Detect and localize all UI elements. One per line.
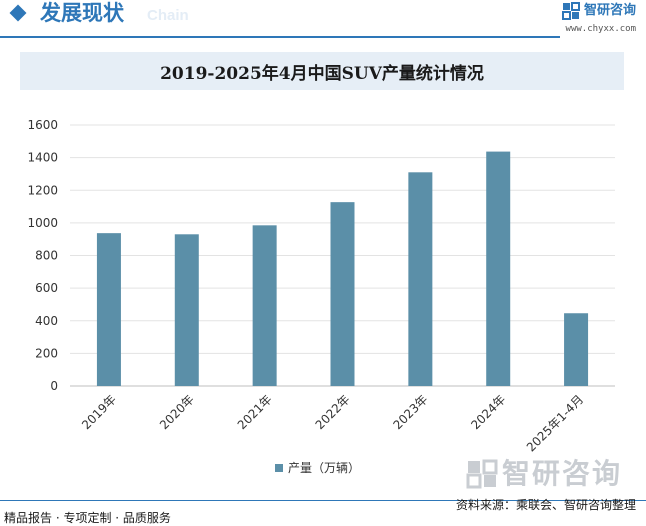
brand: 智研咨询 www.chyxx.com bbox=[561, 2, 636, 34]
section-header: 发展现状 Chain 智研咨询 www.chyxx.com bbox=[0, 0, 646, 42]
bar bbox=[486, 151, 511, 386]
y-tick-label: 600 bbox=[35, 281, 58, 295]
brand-name: 智研咨询 bbox=[583, 3, 636, 18]
bars bbox=[96, 151, 589, 386]
chart-title: 2019-2025年4月中国SUV产量统计情况 bbox=[160, 63, 484, 84]
y-tick-label: 800 bbox=[35, 249, 58, 263]
chart-title-box: 2019-2025年4月中国SUV产量统计情况 bbox=[20, 52, 624, 90]
x-tick-label: 2020年 bbox=[157, 392, 197, 432]
y-tick-label: 1200 bbox=[27, 183, 58, 197]
y-tick-label: 200 bbox=[35, 346, 58, 360]
x-tick-label: 2021年 bbox=[235, 392, 275, 432]
legend-swatch bbox=[275, 463, 283, 472]
legend-label: 产量（万辆） bbox=[288, 461, 361, 475]
source-note: 资料来源：乘联会、智研咨询整理 bbox=[455, 498, 636, 512]
section-subtitle: Chain bbox=[147, 7, 189, 24]
x-tick-label: 2024年 bbox=[468, 392, 508, 432]
bar bbox=[564, 313, 589, 386]
x-tick-label: 2022年 bbox=[313, 392, 353, 432]
legend: 产量（万辆） bbox=[275, 459, 360, 476]
x-axis-ticks: 2019年 2020年 2021年 2022年 2023年 2024年 2025年1-4月 bbox=[79, 392, 586, 454]
brand-logo-icon bbox=[561, 2, 580, 20]
bar bbox=[96, 233, 121, 386]
y-tick-label: 0 bbox=[50, 379, 58, 393]
watermark-text: 智研咨询 bbox=[502, 457, 623, 490]
y-tick-label: 1000 bbox=[27, 216, 58, 230]
y-tick-label: 1600 bbox=[27, 118, 58, 132]
bar bbox=[408, 172, 433, 386]
y-axis-ticks: 0 200 400 600 800 1000 1200 1400 1600 bbox=[27, 118, 58, 393]
bar bbox=[330, 202, 355, 386]
header-divider bbox=[0, 36, 560, 38]
footer-divider bbox=[0, 500, 646, 501]
x-tick-label: 2019年 bbox=[79, 392, 119, 432]
bar bbox=[174, 234, 199, 386]
x-tick-label: 2023年 bbox=[390, 392, 430, 432]
brand-url: www.chyxx.com bbox=[565, 24, 636, 34]
section-title: 发展现状 bbox=[40, 0, 124, 25]
x-tick-label: 2025年1-4月 bbox=[524, 392, 586, 454]
y-tick-label: 1400 bbox=[27, 151, 58, 165]
watermark: 智研咨询 bbox=[466, 458, 622, 490]
watermark-logo-icon bbox=[466, 459, 498, 489]
bar bbox=[252, 225, 277, 386]
y-tick-label: 400 bbox=[35, 314, 58, 328]
tagline: 精品报告 · 专项定制 · 品质服务 bbox=[4, 511, 171, 525]
